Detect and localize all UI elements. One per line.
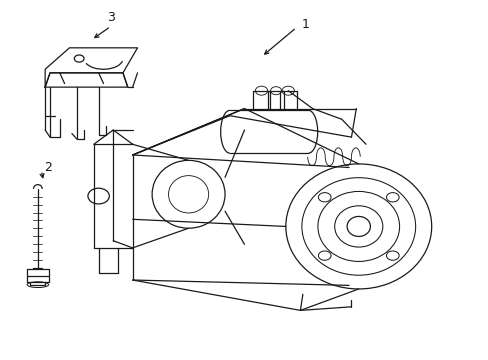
Text: 1: 1 <box>301 18 308 31</box>
Text: 3: 3 <box>107 11 115 24</box>
Text: 2: 2 <box>43 161 51 174</box>
